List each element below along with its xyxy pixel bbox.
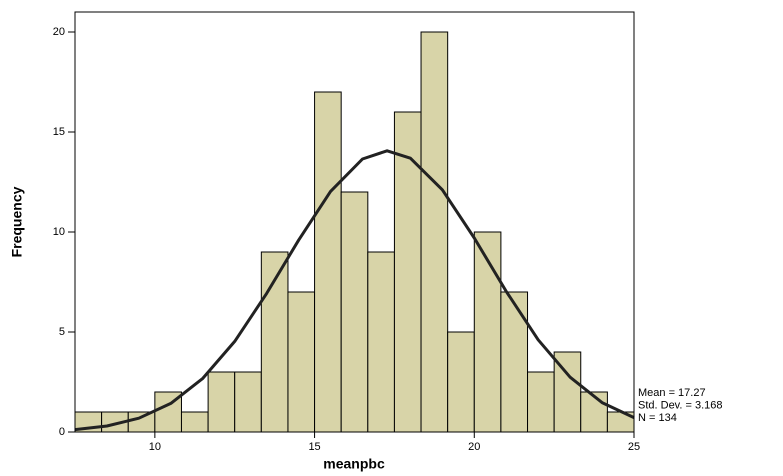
bar (340, 191, 369, 433)
bar (127, 411, 156, 433)
bar (447, 331, 475, 433)
x-tick-label: 10 (149, 441, 161, 453)
bar (580, 391, 608, 433)
bar (287, 291, 316, 433)
x-tick-label: 25 (628, 441, 640, 453)
bar (234, 371, 262, 433)
stat-annotation: Std. Dev. = 3.168 (638, 399, 723, 411)
y-tick-label: 0 (59, 426, 65, 438)
y-tick-label: 20 (53, 26, 65, 38)
y-axis-label: Frequency (9, 186, 25, 257)
plot-frame (74, 11, 635, 433)
y-tick-label: 10 (53, 226, 65, 238)
y-tick-label: 5 (59, 326, 65, 338)
y-tick-label: 15 (53, 126, 65, 138)
x-tick-label: 20 (468, 441, 480, 453)
bar (420, 31, 449, 433)
bar (527, 371, 555, 433)
bar (314, 91, 342, 433)
x-axis-label: meanpbc (323, 456, 385, 472)
stat-annotation: N = 134 (638, 412, 677, 424)
x-tick-label: 15 (308, 441, 320, 453)
bar (367, 251, 395, 433)
bar (393, 111, 422, 433)
normal-curve (74, 149, 635, 432)
bar (180, 411, 209, 433)
bar (207, 371, 236, 433)
bar (500, 291, 529, 433)
stat-annotation: Mean = 17.27 (638, 387, 706, 399)
